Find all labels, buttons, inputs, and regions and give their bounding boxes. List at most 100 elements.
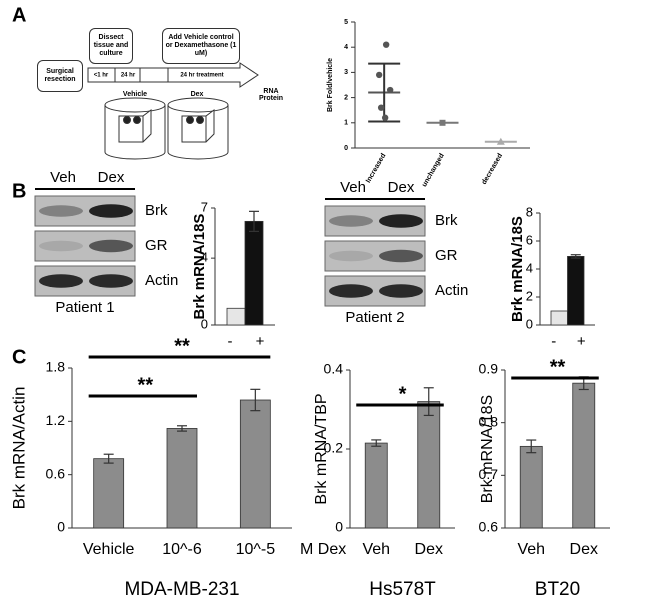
blot-band xyxy=(39,205,83,217)
container xyxy=(104,97,229,160)
blot-caption: Patient 1 xyxy=(55,299,114,316)
y-tick-label: 2 xyxy=(526,288,533,303)
data-point xyxy=(386,86,394,94)
x-tick-label: Dex xyxy=(570,541,598,558)
step-box: Surgical resection xyxy=(37,60,83,92)
y-tick-label: 4 xyxy=(201,250,208,265)
x-tick-label: + xyxy=(577,333,586,350)
y-axis-label: Brk mRNA/18S xyxy=(509,216,526,322)
bar xyxy=(567,255,585,326)
x-tick-label: - xyxy=(551,333,556,350)
blot-band xyxy=(379,214,423,228)
bar xyxy=(244,220,264,326)
y-tick-label: 5 xyxy=(344,19,348,26)
bar xyxy=(519,445,543,529)
error-bar xyxy=(249,210,259,232)
bar xyxy=(550,310,568,326)
y-tick-label: 0.7 xyxy=(479,466,499,482)
error-bar xyxy=(177,425,187,432)
y-tick-label: 8 xyxy=(526,204,533,219)
error-bar xyxy=(423,387,434,417)
x-unit: M Dex xyxy=(300,541,346,558)
y-tick-label: 3 xyxy=(344,69,348,76)
data-point xyxy=(496,137,505,145)
panel-label: C xyxy=(12,346,26,368)
significance-mark: ** xyxy=(138,374,154,396)
x-axis-label: Hs578T xyxy=(369,579,436,600)
blot-band xyxy=(89,204,133,218)
bar xyxy=(239,399,271,529)
lane-label: Dex xyxy=(98,169,125,186)
significance-mark: * xyxy=(399,383,407,405)
bar xyxy=(93,458,125,529)
lane-label: Dex xyxy=(388,179,415,196)
y-tick-label: 0 xyxy=(57,519,65,535)
y-tick-label: 1.2 xyxy=(46,412,66,428)
blot-band xyxy=(329,215,373,227)
x-tick-label: Dex xyxy=(415,541,443,558)
blot-band xyxy=(89,239,133,253)
error-bar xyxy=(103,453,114,464)
y-tick-label: 0.8 xyxy=(479,413,499,429)
blot-band xyxy=(89,274,133,288)
y-tick-label: 1 xyxy=(344,120,348,127)
data-point xyxy=(381,114,389,121)
x-tick-label: Veh xyxy=(362,541,390,558)
data-point xyxy=(375,71,383,79)
y-tick-label: 0 xyxy=(344,145,348,152)
y-tick-label: 0 xyxy=(526,316,533,331)
y-tick-label: 0.6 xyxy=(46,465,66,481)
bar xyxy=(226,307,246,326)
row-label: Brk xyxy=(435,212,458,229)
data-point xyxy=(377,104,385,111)
step-box: Dissect tissue and culture xyxy=(89,28,133,64)
y-tick-label: 1.8 xyxy=(46,359,66,375)
y-tick-label: 0 xyxy=(201,316,208,331)
x-tick-label: unchanged xyxy=(421,152,446,188)
error-bar xyxy=(368,62,401,123)
y-axis-label: Brk mRNA/18S xyxy=(191,214,208,320)
timeline-label: 24 hr xyxy=(121,73,136,79)
y-tick-label: 6 xyxy=(526,232,533,247)
x-tick-label: 10^-6 xyxy=(162,541,202,558)
blot-band xyxy=(39,274,83,288)
container-label: Dex xyxy=(191,91,204,98)
output-label: RNA Protein xyxy=(258,88,284,102)
y-tick-label: 0.2 xyxy=(324,440,344,456)
x-tick-label: - xyxy=(228,333,233,350)
step-box: Add Vehicle control or Dexamethasone (1 … xyxy=(162,28,240,64)
row-label: GR xyxy=(435,247,458,264)
panel-label: B xyxy=(12,180,26,202)
error-bar xyxy=(371,439,382,447)
x-tick-label: Vehicle xyxy=(83,541,135,558)
y-tick-label: 4 xyxy=(526,260,533,275)
significance-mark: ** xyxy=(174,335,190,357)
y-axis-label: Brk Fold/vehicle xyxy=(327,58,334,112)
blot-band xyxy=(329,284,373,298)
bar xyxy=(166,428,198,529)
significance-mark: ** xyxy=(550,356,566,378)
y-tick-label: 4 xyxy=(344,44,348,51)
blot-band xyxy=(379,284,423,298)
y-axis-label: Brk mRNA/TBP xyxy=(313,393,330,504)
y-tick-label: 2 xyxy=(344,94,348,101)
x-axis-label: BT20 xyxy=(535,579,580,600)
y-tick-label: 0 xyxy=(335,519,343,535)
row-label: GR xyxy=(145,237,168,254)
panel-label: A xyxy=(12,4,26,26)
data-point xyxy=(439,119,446,126)
lane-label: Veh xyxy=(340,179,366,196)
row-label: Actin xyxy=(435,282,468,299)
error-bar xyxy=(250,388,261,412)
x-axis-label: MDA-MB-231 xyxy=(124,579,239,600)
blot-caption: Patient 2 xyxy=(345,309,404,326)
blot-band xyxy=(39,240,83,252)
row-label: Actin xyxy=(145,272,178,289)
timeline-arrow xyxy=(87,62,259,88)
x-tick-label: Increased xyxy=(365,152,387,184)
blot-band xyxy=(379,249,423,263)
timeline-label: <1 hr xyxy=(94,73,109,79)
x-tick-label: + xyxy=(256,333,265,350)
x-tick-label: 10^-5 xyxy=(236,541,276,558)
